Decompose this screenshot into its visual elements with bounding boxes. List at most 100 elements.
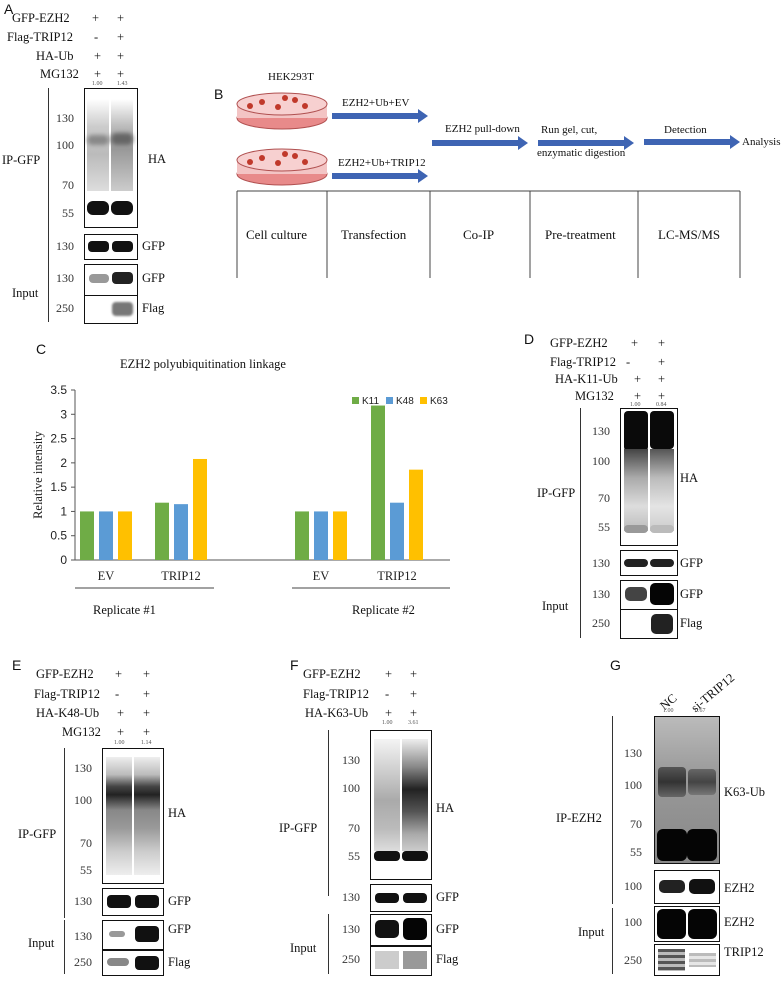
step-label: Run gel, cut, xyxy=(541,124,598,136)
legend-label: K63 xyxy=(430,396,448,407)
mw-label: 100 xyxy=(624,879,642,893)
mw-label: 55 xyxy=(598,520,610,534)
cell-line-label: HEK293T xyxy=(268,71,314,83)
mw-label: 130 xyxy=(74,761,92,775)
band-label: HA xyxy=(680,471,699,485)
bar-k11 xyxy=(371,405,385,560)
step-label: Analysis xyxy=(742,136,781,148)
lane1-sign: + xyxy=(94,67,102,81)
y-tick-label: 2.5 xyxy=(50,432,67,446)
band-label: Flag xyxy=(142,301,165,315)
legend-label: K48 xyxy=(396,396,414,407)
mw-label: 70 xyxy=(80,836,92,850)
lane1-sign: + xyxy=(634,389,642,403)
row-label: HA-Ub xyxy=(36,49,74,63)
mw-label: 55 xyxy=(630,845,642,859)
quant-value: 1.00 xyxy=(663,708,674,714)
mw-label: 130 xyxy=(56,111,74,125)
mw-label: 250 xyxy=(56,301,74,315)
lane2-sign: + xyxy=(410,687,418,701)
x-tick-label: TRIP12 xyxy=(377,569,417,583)
row-label: HA-K11-Ub xyxy=(555,372,618,386)
input-label: Input xyxy=(28,936,55,950)
k63-ub-blot xyxy=(654,716,720,864)
band-label: GFP xyxy=(680,556,703,570)
mw-label: 100 xyxy=(592,454,610,468)
mw-label: 130 xyxy=(624,746,642,760)
panel-c-letter: C xyxy=(36,341,47,357)
legend-swatch xyxy=(420,397,427,404)
lane1-sign: + xyxy=(115,667,123,681)
bar-k63 xyxy=(118,511,132,560)
input-flag-blot xyxy=(102,950,164,976)
y-tick-label: 1.5 xyxy=(50,480,67,494)
mw-label: 250 xyxy=(74,955,92,969)
band-label: GFP xyxy=(142,239,165,253)
lane2-sign: + xyxy=(117,30,125,44)
bar-k11 xyxy=(295,511,309,560)
y-axis-label: Relative intensity xyxy=(31,430,45,519)
lane1-sign: + xyxy=(94,49,102,63)
mw-label: 250 xyxy=(342,952,360,966)
lane1-sign: - xyxy=(115,687,120,701)
input-flag-blot xyxy=(84,295,138,324)
ip-label: IP-GFP xyxy=(18,827,57,841)
mw-label: 55 xyxy=(62,206,74,220)
row-label: Flag-TRIP12 xyxy=(34,687,100,701)
stage-label: Cell culture xyxy=(246,227,308,242)
bar-k11 xyxy=(155,502,169,560)
row-label: HA-K63-Ub xyxy=(305,706,369,720)
stage-label: LC-MS/MS xyxy=(658,227,721,242)
ha-blot xyxy=(370,730,432,880)
band-label: GFP xyxy=(436,922,459,936)
step-label: EZH2 pull-down xyxy=(445,123,520,135)
input-flag-blot xyxy=(620,609,678,639)
band-label: HA xyxy=(436,801,455,815)
row-label: GFP-EZH2 xyxy=(550,336,608,350)
lane1-sign: - xyxy=(385,687,390,701)
gfp-blot xyxy=(102,888,164,916)
arrow-label: EZH2+Ub+EV xyxy=(342,97,410,109)
lane2-sign: + xyxy=(117,49,125,63)
lane2-sign: + xyxy=(117,67,125,81)
quant-value: 0.84 xyxy=(656,402,667,408)
ip-label: IP-GFP xyxy=(2,153,41,167)
lane2-sign: + xyxy=(117,11,125,25)
band-label: EZH2 xyxy=(724,915,755,929)
replicate-label: Replicate #2 xyxy=(352,603,415,617)
quant-value: 1.00 xyxy=(630,402,641,408)
row-label: Flag-TRIP12 xyxy=(303,687,369,701)
mw-label: 100 xyxy=(74,793,92,807)
bar-k63 xyxy=(333,511,347,560)
mw-label: 70 xyxy=(598,491,610,505)
y-tick-label: 0.5 xyxy=(50,529,67,543)
lane2-sign: + xyxy=(658,372,666,386)
input-label: Input xyxy=(542,599,569,613)
mw-label: 70 xyxy=(348,821,360,835)
lane1-sign: - xyxy=(626,355,631,369)
y-tick-label: 0 xyxy=(60,553,67,567)
quant-value: 1.00 xyxy=(382,720,393,726)
replicate-label: Replicate #1 xyxy=(93,603,156,617)
mw-label: 130 xyxy=(342,922,360,936)
bar-k48 xyxy=(314,511,328,560)
mw-label: 130 xyxy=(56,239,74,253)
band-label: GFP xyxy=(142,271,165,285)
band-label: TRIP12 xyxy=(724,945,764,959)
panel-g-letter: G xyxy=(610,657,621,673)
stage-label: Pre-treatment xyxy=(545,227,616,242)
arrow-icon xyxy=(332,109,740,183)
ip-label: IP-EZH2 xyxy=(556,811,602,825)
band-label: Flag xyxy=(436,952,459,966)
panel-e-letter: E xyxy=(12,657,22,673)
band-label: GFP xyxy=(436,890,459,904)
x-tick-label: EV xyxy=(98,569,115,583)
culture-dish-icon xyxy=(236,92,328,130)
panel-b-letter: B xyxy=(214,86,224,102)
ha-blot xyxy=(620,408,678,546)
band-label: GFP xyxy=(680,587,703,601)
band-label: K63-Ub xyxy=(724,785,765,799)
mw-label: 55 xyxy=(80,863,92,877)
input-trip12-blot xyxy=(654,944,720,976)
